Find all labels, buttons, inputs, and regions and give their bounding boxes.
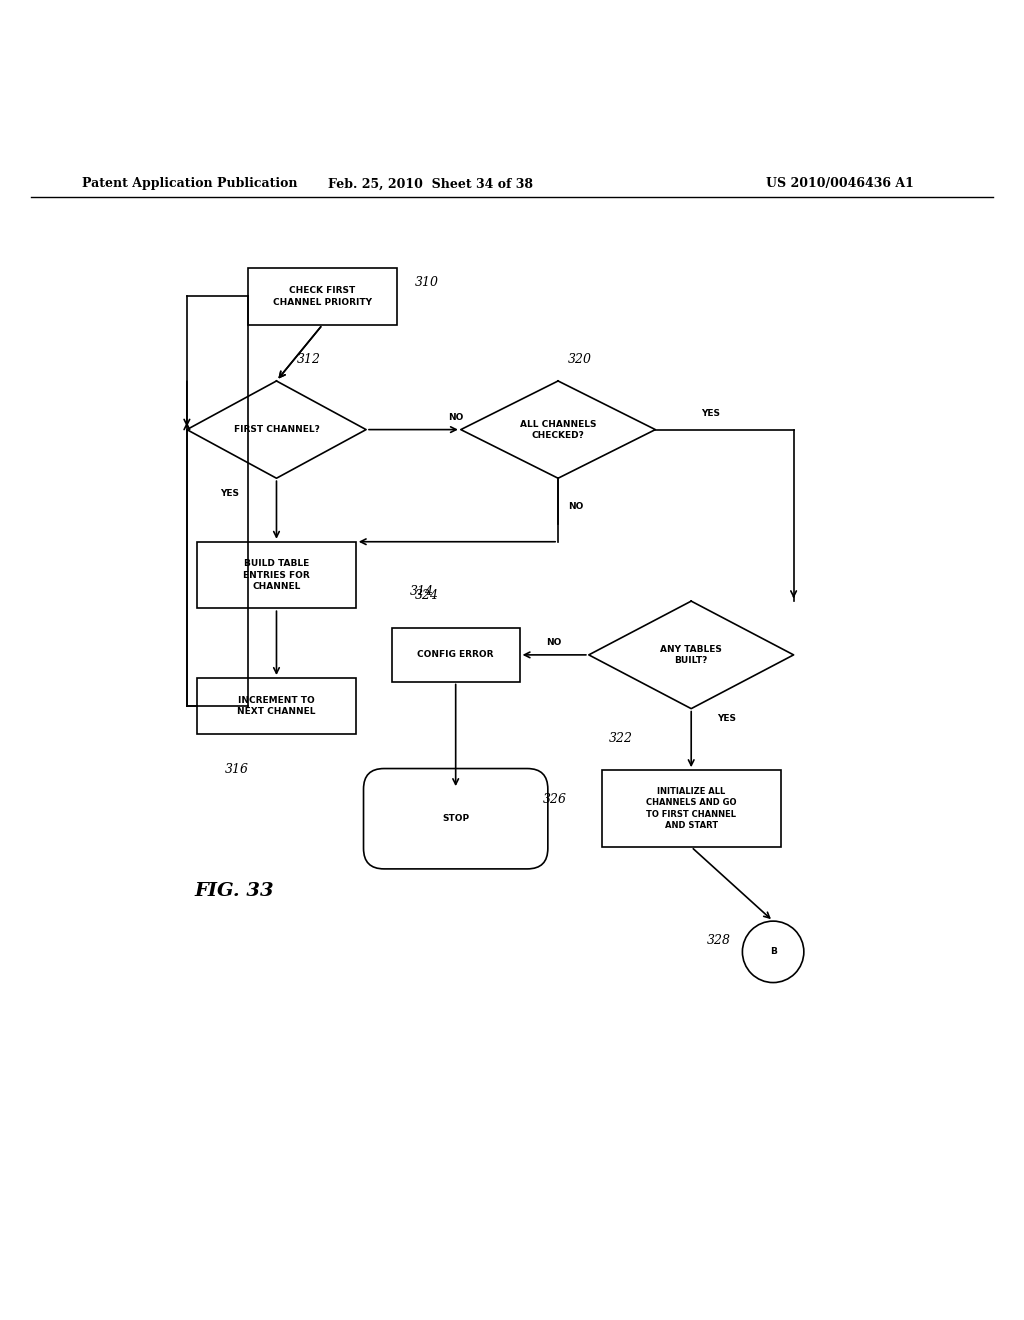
Text: YES: YES — [717, 714, 736, 723]
FancyBboxPatch shape — [364, 768, 548, 869]
Text: INITIALIZE ALL
CHANNELS AND GO
TO FIRST CHANNEL
AND START: INITIALIZE ALL CHANNELS AND GO TO FIRST … — [646, 787, 736, 830]
Text: Patent Application Publication: Patent Application Publication — [82, 177, 297, 190]
Text: 328: 328 — [707, 933, 730, 946]
Text: Feb. 25, 2010  Sheet 34 of 38: Feb. 25, 2010 Sheet 34 of 38 — [328, 177, 532, 190]
Text: 316: 316 — [225, 763, 249, 776]
Text: NO: NO — [568, 502, 584, 511]
Text: CONFIG ERROR: CONFIG ERROR — [418, 651, 494, 660]
Text: 326: 326 — [543, 793, 566, 807]
Text: 322: 322 — [609, 731, 633, 744]
Text: FIRST CHANNEL?: FIRST CHANNEL? — [233, 425, 319, 434]
FancyBboxPatch shape — [197, 678, 356, 734]
Text: 312: 312 — [297, 352, 321, 366]
Text: YES: YES — [701, 409, 721, 418]
FancyBboxPatch shape — [391, 628, 520, 681]
Text: US 2010/0046436 A1: US 2010/0046436 A1 — [766, 177, 913, 190]
Text: 324: 324 — [415, 589, 438, 602]
Text: NO: NO — [447, 413, 464, 422]
FancyBboxPatch shape — [248, 268, 396, 325]
Text: NO: NO — [547, 638, 562, 647]
FancyBboxPatch shape — [602, 770, 780, 847]
Text: CHECK FIRST
CHANNEL PRIORITY: CHECK FIRST CHANNEL PRIORITY — [273, 286, 372, 306]
Text: 320: 320 — [568, 352, 592, 366]
Text: 310: 310 — [415, 276, 438, 289]
Text: ALL CHANNELS
CHECKED?: ALL CHANNELS CHECKED? — [520, 420, 596, 440]
Text: STOP: STOP — [442, 814, 469, 824]
Text: INCREMENT TO
NEXT CHANNEL: INCREMENT TO NEXT CHANNEL — [238, 696, 315, 717]
Circle shape — [742, 921, 804, 982]
Text: ANY TABLES
BUILT?: ANY TABLES BUILT? — [660, 645, 722, 665]
Text: 314: 314 — [410, 586, 433, 598]
Text: BUILD TABLE
ENTRIES FOR
CHANNEL: BUILD TABLE ENTRIES FOR CHANNEL — [243, 560, 310, 590]
Text: YES: YES — [220, 490, 240, 498]
FancyBboxPatch shape — [197, 541, 356, 609]
Text: B: B — [770, 948, 776, 956]
Text: FIG. 33: FIG. 33 — [195, 882, 274, 899]
